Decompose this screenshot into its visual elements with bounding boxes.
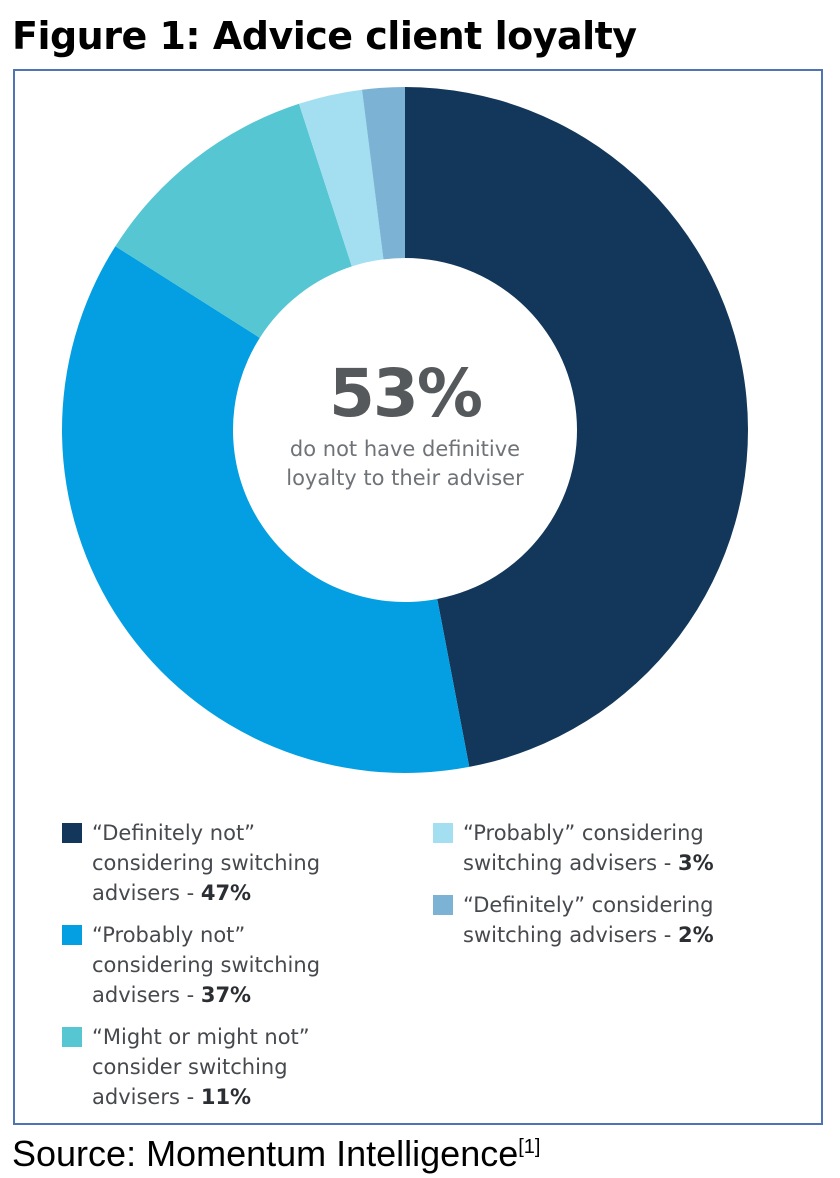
legend-value: 37% [200,983,252,1007]
legend-text-line: advisers - 11% [92,1082,392,1112]
legend-text-line: “Definitely not” [92,818,392,848]
legend-text-line: advisers - 37% [92,980,392,1010]
legend-text-line: consider switching [92,1052,392,1082]
legend-label-text: advisers - [92,983,201,1007]
center-text-line2: loyalty to their adviser [286,466,524,490]
legend-label-text: “Definitely not” [92,821,256,845]
donut-slice-2 [62,246,470,773]
legend-value: 11% [200,1085,252,1109]
chart-frame [13,69,823,1125]
center-value: 53% [329,355,482,432]
legend-value: 47% [200,881,252,905]
donut-slice-3 [115,103,352,338]
legend-label-text: “Might or might not” [92,1025,310,1049]
legend-label-text: “Probably” considering [463,821,704,845]
legend-value: 3% [678,851,714,875]
center-text-line1: do not have definitive [290,437,520,461]
legend-label-text: considering switching [92,953,321,977]
legend-swatch [433,895,453,915]
legend-item: “Probably” considering switching advisers… [433,818,773,878]
source-note: Source: Momentum Intelligence[1] [12,1133,541,1175]
legend-column-2: “Probably” considering switching advisers… [433,818,773,962]
legend-text-line: switching advisers - 2% [463,920,773,950]
legend-swatch [62,823,82,843]
legend-text-line: “Probably not” [92,920,392,950]
legend-text-line: considering switching [92,848,392,878]
legend-label-text: switching advisers - [463,923,679,947]
legend-text-line: “Probably” considering [463,818,773,848]
legend-item: “Might or might not” consider switching ad… [62,1022,392,1112]
legend-item: “Definitely not” considering switching adv… [62,818,392,908]
legend-swatch [62,925,82,945]
donut-slice-4 [299,89,384,267]
donut-chart: 53% do not have definitive loyalty to th… [62,87,748,773]
legend-swatch [62,1027,82,1047]
legend-item: “Probably not” considering switching advis… [62,920,392,1010]
legend-swatch [433,823,453,843]
legend-text-line: advisers - 47% [92,878,392,908]
legend-text-line: “Might or might not” [92,1022,392,1052]
legend-label-text: switching advisers - [463,851,679,875]
donut-slice-5 [362,87,405,260]
legend-label-text: consider switching [92,1055,288,1079]
legend-text-line: “Definitely” considering [463,890,773,920]
legend-item: “Definitely” considering switching advise… [433,890,773,950]
legend-label-text: advisers - [92,1085,201,1109]
legend-column-1: “Definitely not” considering switching adv… [62,818,392,1124]
source-reference: [1] [518,1136,541,1158]
figure-title: Figure 1: Advice client loyalty [12,14,637,58]
legend-label-text: considering switching [92,851,321,875]
legend-label-text: “Probably not” [92,923,246,947]
legend-text-line: considering switching [92,950,392,980]
legend-label-text: “Definitely” considering [463,893,714,917]
donut-slice-1 [405,87,748,767]
legend-label-text: advisers - [92,881,201,905]
legend-text-line: switching advisers - 3% [463,848,773,878]
legend-value: 2% [678,923,714,947]
source-text: Source: Momentum Intelligence [12,1133,519,1174]
